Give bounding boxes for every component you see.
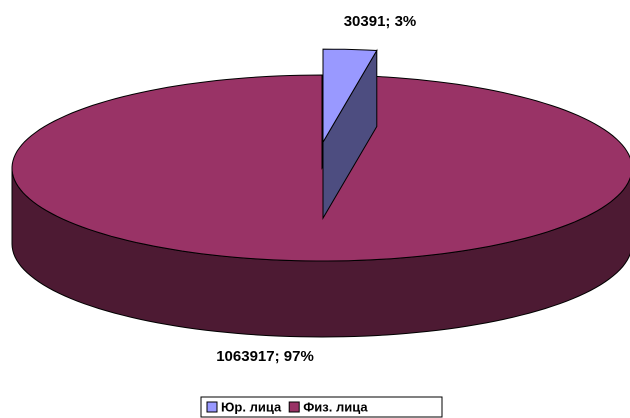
slice [322, 48, 378, 220]
legend-label: Юр. лица [221, 399, 282, 414]
data-label: 1063917; 97% [216, 348, 314, 365]
legend-label: Физ. лица [303, 399, 368, 414]
slice-top [11, 74, 630, 262]
legend-swatch [206, 401, 218, 413]
legend-box [200, 396, 443, 418]
slice [11, 74, 630, 338]
legend-swatch [288, 401, 300, 413]
slice-top [322, 48, 378, 144]
data-label: 30391; 3% [344, 13, 417, 30]
